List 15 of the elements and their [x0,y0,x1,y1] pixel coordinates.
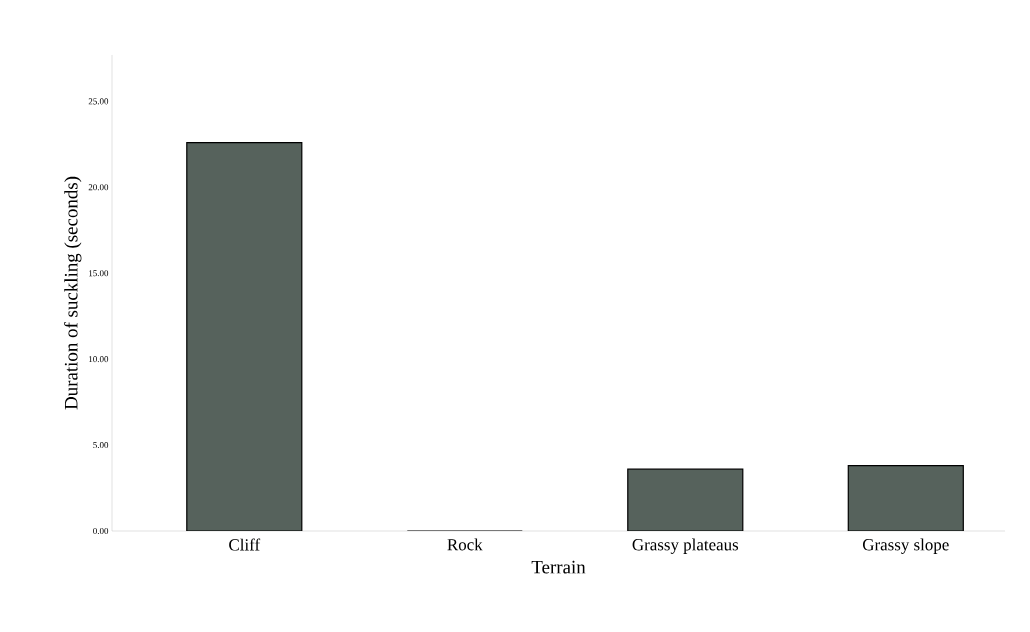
x-tick-label: Grassy plateaus [632,538,739,554]
x-tick-label: Cliff [229,538,261,551]
y-tick-label: 0.00 [93,527,109,535]
y-tick-label: 15.00 [89,270,109,277]
x-tick-label: Rock [447,538,483,551]
y-tick-label: 5.00 [93,442,109,449]
x-tick-label: Grassy slope [862,538,949,554]
y-axis-title: Duration of suckling (seconds) [64,176,82,410]
y-tick-label: 20.00 [88,184,109,191]
bar [186,142,303,531]
y-tick-label: 25.00 [88,98,109,105]
x-axis-title: Terrain [531,560,586,574]
y-tick-label: 10.00 [89,356,109,363]
bar [847,465,964,531]
bar [627,468,744,531]
